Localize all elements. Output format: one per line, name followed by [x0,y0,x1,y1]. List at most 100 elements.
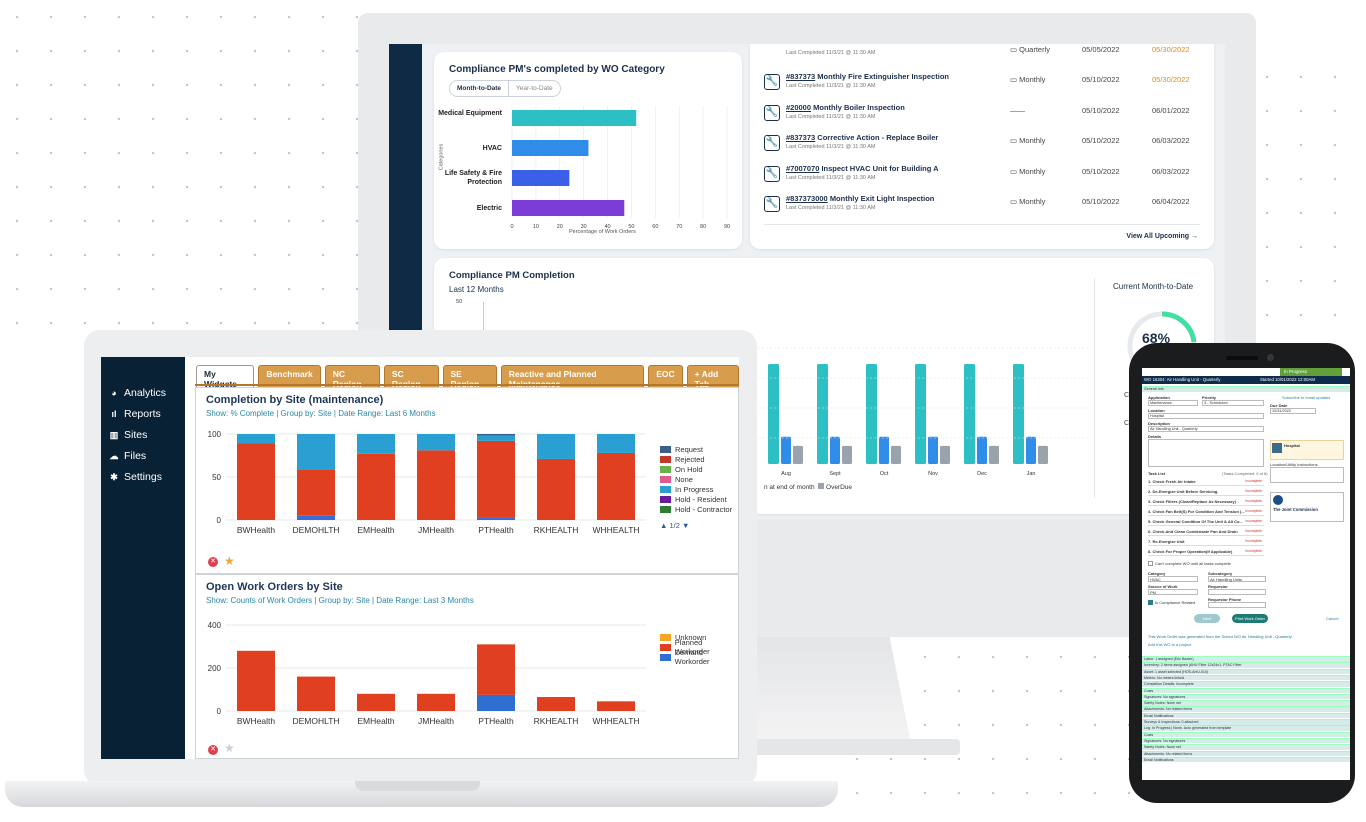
wo-section-bar[interactable]: Log: In Progress | None. Auto generated … [1142,725,1350,731]
remove-widget-icon[interactable]: ✕ [208,745,218,755]
location-input[interactable]: Hospital [1148,413,1264,419]
pm-bar[interactable] [915,364,926,464]
cancel-link[interactable]: Cancel [1326,616,1339,621]
stacked-bar-segment[interactable] [477,435,515,441]
wo-number-link[interactable]: #837373 [786,133,816,142]
due-date-input[interactable]: 10/31/2022 [1270,408,1316,414]
stacked-bar-segment[interactable] [597,701,635,711]
wo-section-bar[interactable]: Costs [1142,687,1350,693]
stacked-bar-segment[interactable] [537,434,575,459]
task-row[interactable]: 1. Check Fresh Air Intake Incomplete [1148,477,1264,486]
upcoming-row[interactable]: 🔧 #837373000 Monthly Exit Light Inspectio… [764,192,1210,222]
compliance-checkbox[interactable] [1148,600,1153,605]
wo-number-link[interactable]: #837373000 [786,194,828,203]
pm-bar[interactable] [842,445,852,464]
upcoming-row-title[interactable]: #20000 Monthly Boiler Inspection [786,103,905,112]
details-textarea[interactable] [1148,439,1264,467]
upcoming-row[interactable]: 🔧 #20000 Monthly Boiler Inspection Last Co… [764,101,1210,131]
favorite-star-icon[interactable]: ★ [224,741,235,755]
wo-section-bar[interactable]: Completion Details: Incomplete [1142,681,1350,687]
legend-item[interactable]: Unknown [660,632,738,642]
task-row[interactable]: 5. Check General Condition Of The Unit &… [1148,517,1264,526]
wo-section-bar[interactable]: Signatures: No signatures [1142,737,1350,744]
pm-bar[interactable] [891,445,901,464]
wo-section-bar[interactable]: Inventory: 2 items assigned (AHU Filter … [1142,662,1350,668]
legend-item[interactable]: In Progress [660,484,732,494]
requestor-input[interactable] [1208,589,1266,595]
sidebar-item-reports[interactable]: ıl Reports [109,408,160,420]
favorite-star-icon[interactable]: ★ [224,554,235,568]
wo-section-bar[interactable]: Email Notifications [1142,712,1350,719]
stacked-bar-segment[interactable] [537,697,575,711]
wo-section-bar[interactable]: Attachments: No related items [1142,706,1350,712]
task-row[interactable]: 4. Check Fan Belt(S) For Condition And T… [1148,507,1264,516]
stacked-bar-segment[interactable] [537,458,575,520]
wo-number-link[interactable]: #7007070 [786,163,820,173]
stacked-bar-segment[interactable] [237,443,275,520]
legend-item[interactable]: Hold - Resident [660,494,732,504]
stacked-bar-segment[interactable] [357,453,395,520]
wo-section-bar[interactable]: Surveys & Inspections: 0 attached [1142,719,1350,725]
source-select[interactable]: PM [1148,589,1198,595]
sidebar-item-settings[interactable]: ✱ Settings [109,471,162,483]
legend-item[interactable]: None [660,474,732,484]
stacked-bar-segment[interactable] [597,434,635,453]
stacked-bar-segment[interactable] [477,644,515,695]
wo-section-bar[interactable]: Signatures: No signatures [1142,693,1350,700]
upcoming-row-title[interactable]: #837373 Corrective Action - Replace Boil… [786,133,938,142]
wo-section-bar[interactable]: Costs [1142,731,1350,738]
stacked-bar-segment[interactable] [237,434,275,444]
task-row[interactable]: 3. Check Filters (Clean/Replace As Neces… [1148,497,1264,506]
task-row[interactable]: 8. Check For Proper Operation(If Applica… [1148,547,1264,556]
task-row[interactable]: 6. Check And Clean Condensate Pan And Dr… [1148,527,1264,536]
legend-item[interactable]: Planned Workorder [660,638,738,656]
stacked-bar-segment[interactable] [357,434,395,454]
category-select[interactable]: HVAC [1148,576,1198,582]
general-info-bar[interactable]: General Info [1142,386,1350,392]
legend-item[interactable]: Rejected [660,454,732,464]
sidebar-item-analytics[interactable]: ◕ Analytics [109,387,166,399]
pm-bar[interactable] [879,436,889,464]
wo-section-bar[interactable]: Meters: No meters linked [1142,674,1350,681]
description-input[interactable]: Air Handling Unit - Quarterly [1148,426,1264,432]
legend-item[interactable]: On Hold [660,464,732,474]
view-all-upcoming-link[interactable]: View All Upcoming → [1126,233,1198,240]
stacked-bar-segment[interactable] [297,515,335,520]
add-to-project-link[interactable]: Add this WO to a project [1148,642,1192,647]
pm-bar[interactable] [928,436,938,464]
application-select[interactable]: Maintenance [1148,400,1198,406]
sidebar-item-sites[interactable]: ▥ Sites [109,429,148,441]
upcoming-row[interactable]: 🔧 #7007070 Inspect HVAC Unit for Building… [764,162,1210,192]
stacked-bar-segment[interactable] [237,650,275,711]
task-row[interactable]: 2. De-Energize Unit Before Servicing. Inc… [1148,487,1264,496]
wo-number-link[interactable]: #20000 [786,102,812,112]
pm-bar[interactable] [817,364,828,464]
pm-bar[interactable] [793,445,803,464]
print-work-order-button[interactable]: Print Work Order [1232,614,1268,623]
legend-item[interactable]: Request [660,444,732,454]
upcoming-row[interactable]: 🔧 #837373 Corrective Action - Replace Boi… [764,131,1210,161]
upcoming-row-title[interactable]: #837373000 Monthly Exit Light Inspection [786,194,934,203]
category-bar[interactable] [512,140,589,156]
wo-section-bar[interactable]: Labor: 1 assigned (Eric Baxter) [1142,656,1350,662]
stacked-bar-segment[interactable] [297,434,335,470]
wo-section-bar[interactable]: Safety Notes: None set [1142,700,1350,706]
legend-item[interactable]: Hold - Contractor [660,504,732,514]
pm-bar[interactable] [1013,364,1024,464]
priority-select[interactable]: 3 - Scheduled [1202,400,1264,406]
period-toggle[interactable]: Month-to-Date Year-to-Date [449,80,561,97]
pm-bar[interactable] [1026,436,1036,464]
subscribe-link[interactable]: Subscribe to email updates [1282,395,1331,400]
stacked-bar-segment[interactable] [477,694,515,711]
pm-bar[interactable] [1038,445,1048,464]
stacked-bar-segment[interactable] [597,452,635,520]
legend-item[interactable]: Demand Workorder [660,648,738,666]
stacked-bar-segment[interactable] [297,469,335,516]
stacked-bar-segment[interactable] [417,693,455,711]
category-bar[interactable] [512,200,625,216]
stacked-bar-segment[interactable] [297,676,335,711]
remove-widget-icon[interactable]: ✕ [208,557,218,567]
stacked-bar-segment[interactable] [417,434,455,451]
stacked-bar-segment[interactable] [477,434,515,436]
next-button[interactable]: Next [1194,614,1220,623]
